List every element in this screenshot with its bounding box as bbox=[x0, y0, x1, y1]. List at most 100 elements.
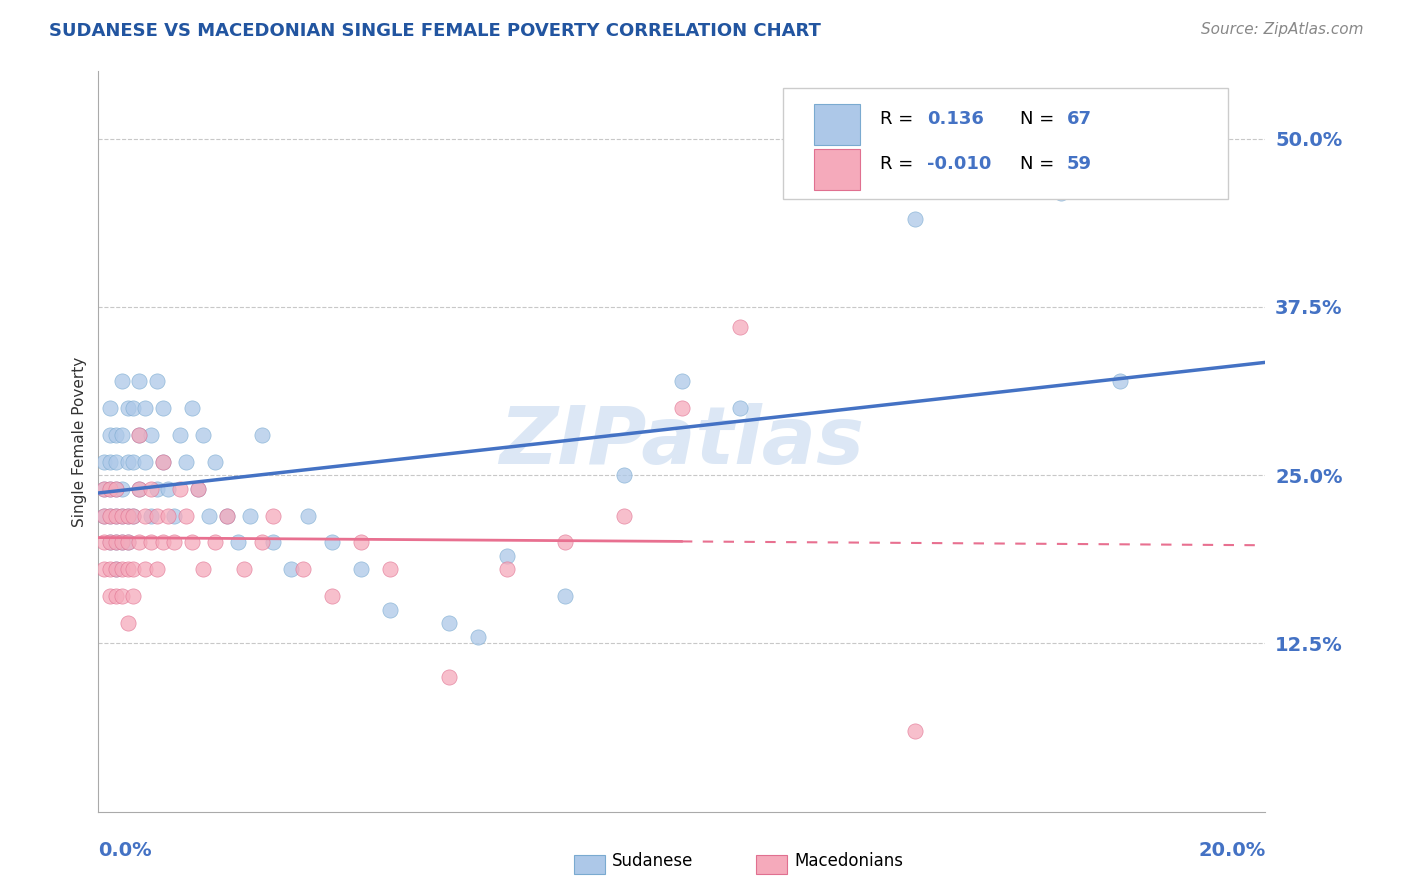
Point bbox=[139, 508, 162, 523]
Point bbox=[291, 562, 314, 576]
Point bbox=[134, 562, 156, 576]
Point bbox=[128, 374, 150, 388]
Point bbox=[117, 455, 139, 469]
Point bbox=[122, 455, 145, 469]
FancyBboxPatch shape bbox=[783, 87, 1227, 200]
Point bbox=[233, 562, 256, 576]
Point bbox=[250, 535, 273, 549]
Y-axis label: Single Female Poverty: Single Female Poverty bbox=[72, 357, 87, 526]
Point bbox=[111, 427, 134, 442]
FancyBboxPatch shape bbox=[814, 149, 860, 190]
Point bbox=[146, 374, 169, 388]
Text: 67: 67 bbox=[1067, 110, 1092, 128]
Point bbox=[104, 508, 127, 523]
Point bbox=[93, 535, 115, 549]
Point bbox=[612, 508, 634, 523]
Point bbox=[104, 535, 127, 549]
Point bbox=[104, 562, 127, 576]
Point bbox=[671, 374, 693, 388]
Text: R =: R = bbox=[880, 110, 914, 128]
Point bbox=[139, 535, 162, 549]
Point bbox=[104, 508, 127, 523]
Text: 59: 59 bbox=[1067, 155, 1092, 173]
Point bbox=[93, 508, 115, 523]
Point bbox=[280, 562, 302, 576]
Point bbox=[1108, 374, 1130, 388]
Point bbox=[239, 508, 262, 523]
Point bbox=[111, 590, 134, 604]
Point bbox=[554, 590, 576, 604]
Point bbox=[152, 455, 174, 469]
Point bbox=[163, 508, 186, 523]
Point bbox=[174, 508, 197, 523]
Point bbox=[104, 427, 127, 442]
Point bbox=[117, 535, 139, 549]
Point bbox=[163, 535, 186, 549]
Point bbox=[204, 455, 226, 469]
Point bbox=[187, 482, 209, 496]
Point bbox=[122, 401, 145, 415]
Text: Macedonians: Macedonians bbox=[794, 852, 904, 870]
Point bbox=[139, 482, 162, 496]
Point bbox=[380, 562, 402, 576]
Point bbox=[380, 603, 402, 617]
Point bbox=[98, 482, 121, 496]
Point bbox=[612, 468, 634, 483]
Point bbox=[104, 590, 127, 604]
Point bbox=[496, 549, 519, 563]
Point bbox=[111, 508, 134, 523]
Point bbox=[467, 630, 489, 644]
Point bbox=[193, 427, 215, 442]
Point bbox=[128, 427, 150, 442]
Point bbox=[117, 562, 139, 576]
Text: -0.010: -0.010 bbox=[927, 155, 991, 173]
Text: N =: N = bbox=[1021, 110, 1054, 128]
Point bbox=[730, 320, 752, 334]
Point bbox=[174, 455, 197, 469]
Point bbox=[128, 482, 150, 496]
Point bbox=[180, 401, 202, 415]
Point bbox=[98, 535, 121, 549]
Point bbox=[730, 401, 752, 415]
Text: ZIPatlas: ZIPatlas bbox=[499, 402, 865, 481]
Point bbox=[134, 455, 156, 469]
Point bbox=[111, 562, 134, 576]
Point bbox=[321, 590, 343, 604]
Point bbox=[554, 535, 576, 549]
Point bbox=[146, 508, 169, 523]
Point bbox=[98, 562, 121, 576]
Point bbox=[117, 508, 139, 523]
Point bbox=[117, 616, 139, 631]
Point bbox=[98, 508, 121, 523]
Point bbox=[93, 482, 115, 496]
Point bbox=[139, 427, 162, 442]
Point bbox=[198, 508, 221, 523]
Point bbox=[321, 535, 343, 549]
Point bbox=[134, 508, 156, 523]
Point bbox=[437, 670, 460, 684]
Point bbox=[122, 508, 145, 523]
Text: 0.0%: 0.0% bbox=[98, 841, 152, 860]
Point bbox=[157, 508, 180, 523]
Text: 0.136: 0.136 bbox=[927, 110, 984, 128]
Point bbox=[117, 401, 139, 415]
Point bbox=[122, 562, 145, 576]
Point bbox=[262, 535, 284, 549]
Point bbox=[250, 427, 273, 442]
Point bbox=[169, 427, 191, 442]
Point bbox=[904, 723, 927, 738]
Point bbox=[228, 535, 250, 549]
Point bbox=[93, 508, 115, 523]
Point bbox=[437, 616, 460, 631]
Point bbox=[98, 535, 121, 549]
Point bbox=[104, 482, 127, 496]
Point bbox=[98, 455, 121, 469]
Point bbox=[93, 455, 115, 469]
Point bbox=[128, 482, 150, 496]
Point bbox=[152, 401, 174, 415]
Point bbox=[98, 590, 121, 604]
Point bbox=[350, 535, 373, 549]
Point bbox=[350, 562, 373, 576]
Point bbox=[104, 455, 127, 469]
Text: SUDANESE VS MACEDONIAN SINGLE FEMALE POVERTY CORRELATION CHART: SUDANESE VS MACEDONIAN SINGLE FEMALE POV… bbox=[49, 22, 821, 40]
